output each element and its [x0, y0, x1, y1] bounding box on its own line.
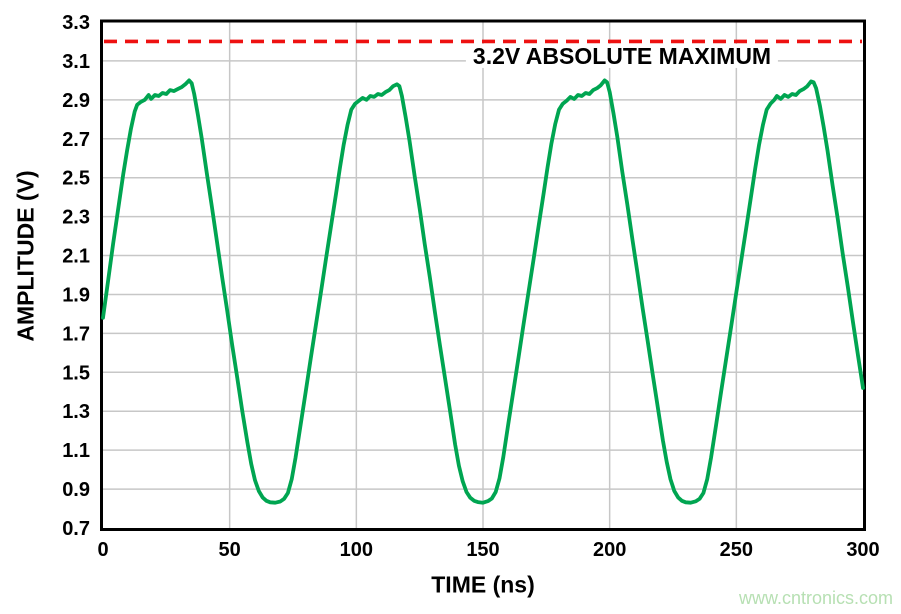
y-tick-label: 2.1 [62, 246, 90, 268]
plot-border [100, 19, 866, 531]
y-tick-label: 2.3 [62, 207, 90, 229]
y-tick-label: 2.9 [62, 90, 90, 112]
x-tick-label: 50 [219, 539, 241, 561]
waveform-trace [101, 78, 865, 505]
x-tick-label: 100 [340, 539, 373, 561]
y-tick-label: 1.5 [62, 362, 90, 384]
y-tick-label: 0.9 [62, 479, 90, 501]
x-tick-label: 300 [846, 539, 879, 561]
absolute-maximum-annotation: 3.2V ABSOLUTE MAXIMUM [465, 44, 779, 68]
y-tick-label: 2.5 [62, 168, 90, 190]
y-tick-label: 3.3 [62, 12, 90, 34]
y-axis-title: AMPLITUDE (V) [12, 170, 39, 342]
x-axis-title: TIME (ns) [431, 571, 535, 598]
y-tick-label: 3.1 [62, 51, 90, 73]
y-tick-label: 1.9 [62, 284, 90, 306]
watermark-text: www.cntronics.com [738, 588, 893, 608]
y-tick-label: 1.1 [62, 440, 90, 462]
x-tick-label: 0 [97, 539, 108, 561]
y-tick-label: 0.7 [62, 518, 90, 540]
y-tick-label: 2.7 [62, 129, 90, 151]
x-tick-label: 200 [593, 539, 626, 561]
y-tick-label: 1.7 [62, 323, 90, 345]
x-tick-label: 250 [720, 539, 753, 561]
y-tick-label: 1.3 [62, 401, 90, 423]
x-tick-label: 150 [466, 539, 499, 561]
